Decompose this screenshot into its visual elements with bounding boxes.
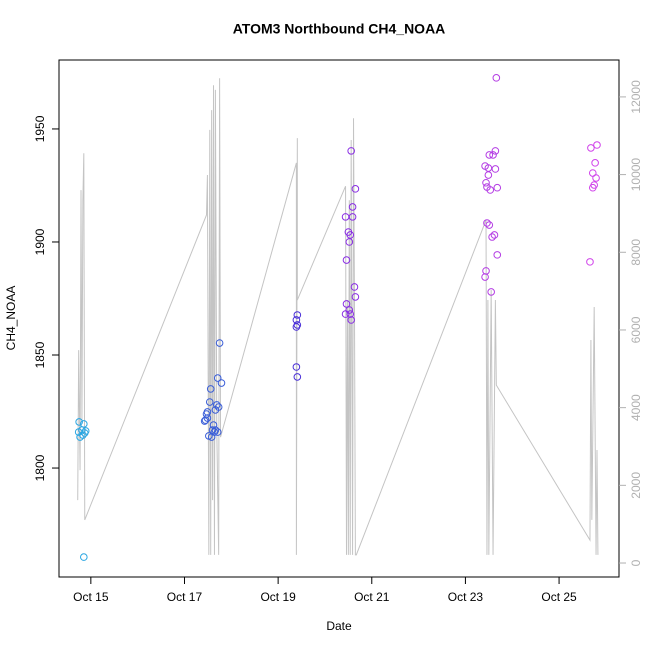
data-point bbox=[293, 311, 302, 319]
data-point bbox=[80, 553, 88, 561]
data-point bbox=[350, 283, 359, 291]
y2-tick-label: 0 bbox=[629, 559, 643, 566]
data-point bbox=[351, 185, 360, 193]
data-point bbox=[486, 186, 495, 194]
data-point bbox=[493, 183, 502, 192]
data-point bbox=[488, 233, 496, 241]
data-point bbox=[211, 426, 220, 434]
data-point bbox=[347, 147, 355, 155]
data-point bbox=[487, 288, 495, 296]
data-point bbox=[491, 147, 500, 155]
data-point bbox=[345, 238, 354, 246]
data-point bbox=[345, 306, 354, 314]
data-point bbox=[293, 321, 302, 329]
data-point bbox=[215, 339, 224, 347]
data-point bbox=[346, 231, 355, 239]
y-axis-label: CH4_NOAA bbox=[4, 286, 18, 351]
chart-title: ATOM3 Northbound CH4_NOAA bbox=[233, 21, 446, 37]
y2-tick-label: 2000 bbox=[629, 472, 643, 499]
y2-tick-label: 4000 bbox=[629, 394, 643, 421]
data-point bbox=[493, 251, 502, 259]
data-point bbox=[490, 231, 499, 239]
data-point bbox=[208, 426, 217, 434]
y2-tick-label: 12000 bbox=[629, 80, 643, 114]
data-point bbox=[341, 310, 350, 318]
data-point bbox=[209, 421, 218, 429]
data-point bbox=[586, 258, 594, 266]
data-point bbox=[491, 165, 500, 173]
data-point bbox=[592, 174, 600, 182]
data-point bbox=[492, 74, 501, 82]
data-point bbox=[489, 151, 497, 159]
data-point bbox=[348, 203, 357, 211]
data-point bbox=[75, 418, 83, 426]
y-tick-label: 1900 bbox=[33, 228, 47, 255]
data-point bbox=[587, 144, 595, 152]
data-point bbox=[591, 159, 599, 167]
data-point bbox=[483, 219, 491, 227]
data-point bbox=[205, 398, 214, 406]
x-axis-label: Date bbox=[326, 619, 352, 633]
data-point bbox=[481, 273, 489, 281]
x-tick-label: Oct 21 bbox=[354, 590, 390, 604]
x-tick-label: Oct 17 bbox=[167, 590, 203, 604]
data-point bbox=[484, 171, 493, 179]
y2-tick-label: 6000 bbox=[629, 316, 643, 343]
data-point bbox=[214, 403, 223, 411]
data-point bbox=[485, 151, 494, 159]
plot-frame bbox=[58, 59, 620, 578]
y-tick-label: 1850 bbox=[33, 341, 47, 368]
x-tick-label: Oct 19 bbox=[260, 590, 296, 604]
data-point bbox=[213, 428, 222, 436]
data-point bbox=[342, 256, 351, 264]
y2-tick-label: 8000 bbox=[629, 239, 643, 266]
data-point bbox=[81, 427, 90, 435]
data-point bbox=[342, 300, 351, 308]
data-point bbox=[347, 316, 355, 324]
data-point bbox=[206, 385, 215, 393]
data-point bbox=[292, 363, 301, 371]
x-tick-label: Oct 23 bbox=[448, 590, 484, 604]
data-point bbox=[593, 141, 601, 149]
data-point bbox=[213, 374, 222, 382]
data-point bbox=[212, 401, 221, 409]
x-tick-label: Oct 25 bbox=[541, 590, 577, 604]
data-point bbox=[217, 379, 226, 387]
x-tick-label: Oct 15 bbox=[73, 590, 109, 604]
data-point bbox=[202, 410, 211, 418]
data-point bbox=[351, 293, 360, 301]
y-tick-label: 1950 bbox=[33, 115, 47, 142]
data-point bbox=[482, 178, 490, 187]
data-point bbox=[348, 213, 357, 221]
altitude-line bbox=[77, 78, 599, 556]
y-tick-label: 1800 bbox=[33, 454, 47, 481]
data-point bbox=[485, 221, 494, 229]
data-point bbox=[588, 183, 597, 192]
data-point bbox=[346, 310, 355, 318]
y2-tick-label: 10000 bbox=[629, 158, 643, 192]
data-point bbox=[293, 373, 302, 381]
